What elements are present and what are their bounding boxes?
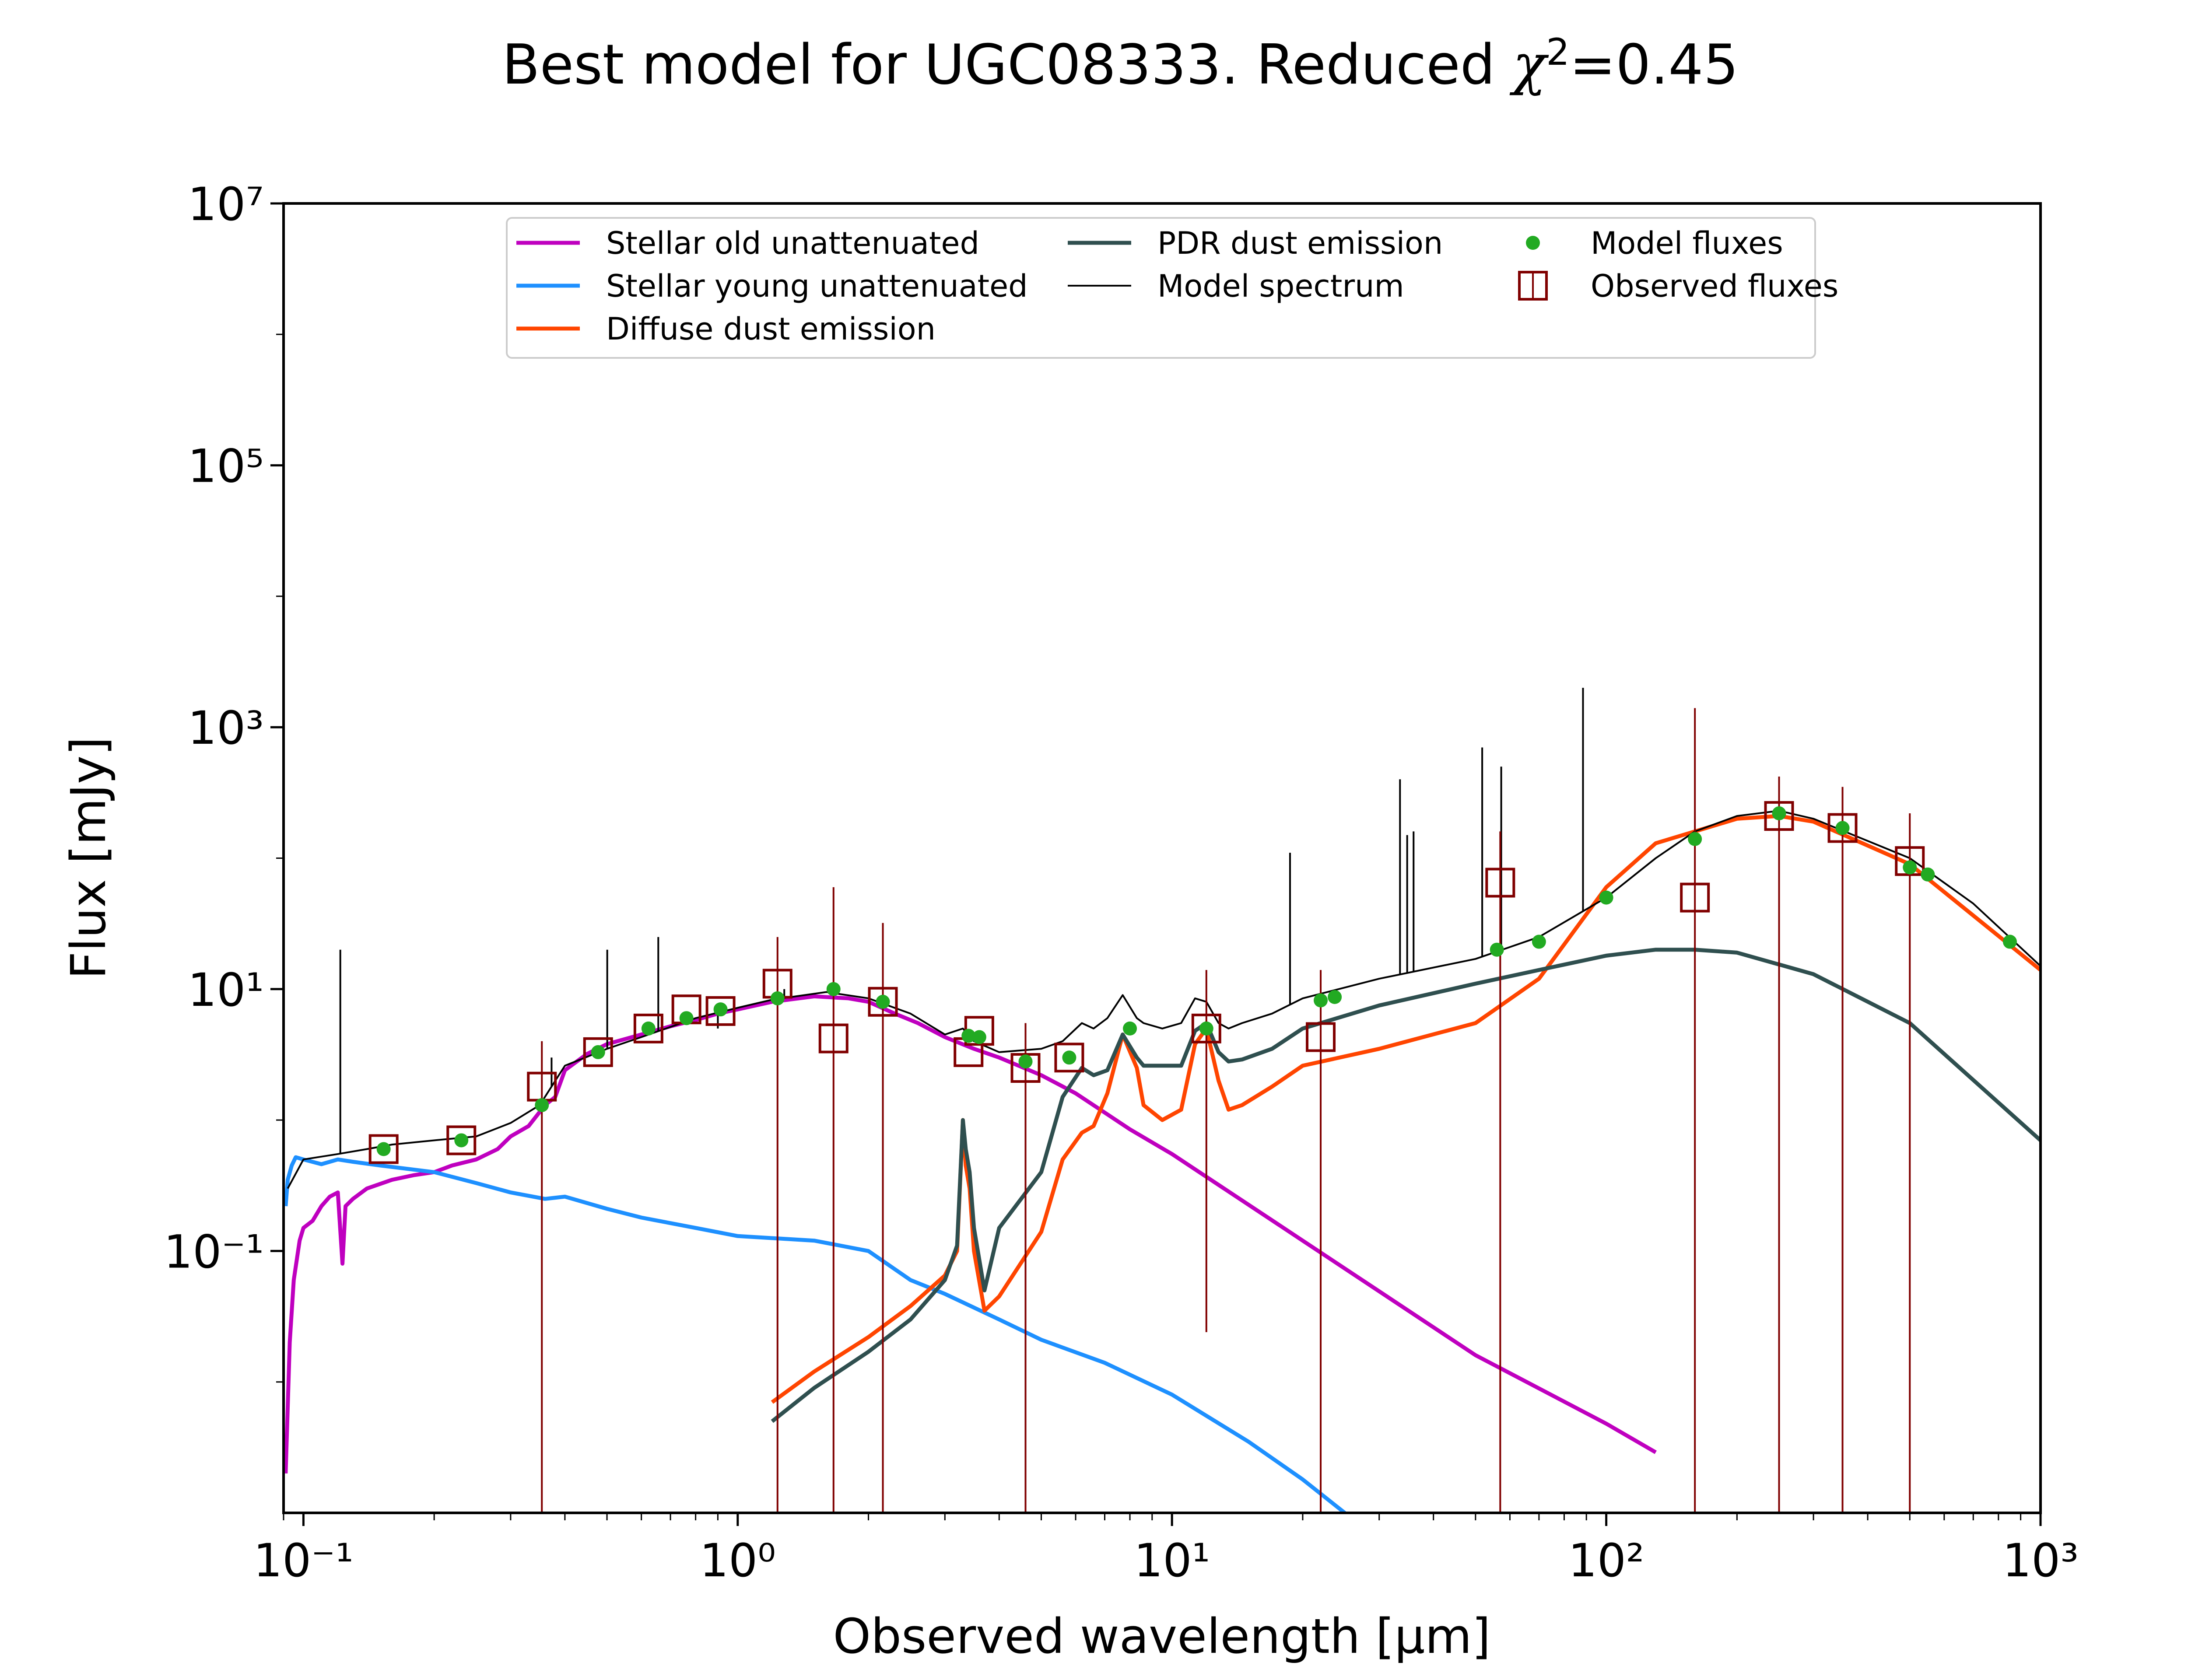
legend-label: PDR dust emission <box>1157 225 1443 261</box>
observed-flux-marker <box>1764 801 1794 831</box>
model-flux-point <box>1123 1021 1137 1036</box>
observed-flux-marker <box>705 996 736 1026</box>
x-tick-label: 10² <box>1568 1534 1645 1587</box>
model-flux-point <box>1903 860 1917 875</box>
model-flux-point <box>454 1133 469 1148</box>
y-tick-label: 10¹ <box>188 963 264 1017</box>
model-flux-point <box>1772 806 1786 821</box>
legend-entry-stellar-young-unattenuated: Stellar young unattenuated <box>516 268 1028 304</box>
model-flux-point <box>972 1030 986 1044</box>
model-flux-point <box>1599 890 1613 905</box>
legend-label: Stellar old unattenuated <box>606 225 979 261</box>
model-flux-point <box>1328 990 1342 1004</box>
legend: Stellar old unattenuated Stellar young un… <box>506 217 1838 359</box>
y-axis-label: Flux [mJy] <box>60 737 116 979</box>
model-flux-point <box>376 1142 391 1156</box>
x-tick-label: 10⁰ <box>700 1534 776 1587</box>
legend-label: Observed fluxes <box>1591 268 1838 304</box>
observed-flux-marker <box>368 1134 399 1164</box>
model-flux-point <box>641 1021 656 1036</box>
legend-swatch <box>1526 236 1540 250</box>
observed-flux-marker <box>1010 1053 1041 1083</box>
chi-exponent: 2 <box>1546 31 1570 74</box>
y-tick-label: 10⁷ <box>188 178 264 231</box>
observed-flux-marker <box>818 1023 849 1054</box>
observed-flux-marker <box>583 1037 613 1067</box>
x-axis-label: Observed wavelength [μm] <box>833 1608 1491 1664</box>
legend-label: Stellar young unattenuated <box>606 268 1028 304</box>
legend-label: Model spectrum <box>1157 268 1404 304</box>
y-tick-label: 10³ <box>188 701 264 755</box>
model-flux-point <box>1532 934 1546 949</box>
model-flux-point <box>1062 1050 1076 1065</box>
observed-flux-marker <box>1054 1043 1084 1073</box>
model-flux-point <box>1688 832 1702 846</box>
model-flux-point <box>713 1002 728 1017</box>
chart-title: Best model for UGC08333. Reduced χ2=0.45 <box>0 31 2188 97</box>
observed-flux-marker <box>446 1125 477 1155</box>
legend-entry-observed-fluxes: Observed fluxes <box>1518 268 1838 304</box>
legend-entry-model-fluxes: Model fluxes <box>1526 225 1783 261</box>
x-tick-label: 10⁻¹ <box>253 1534 354 1587</box>
model-flux-point <box>591 1045 605 1059</box>
chart-title-text: Best model for UGC08333. Reduced <box>502 32 1513 97</box>
axes: 10⁻¹ 10⁰ 10¹ 10² 10³ 10⁻¹ 10¹ 10³ 10⁵ 10⁷ <box>164 178 2079 1587</box>
model-flux-point <box>1921 867 1935 882</box>
series-line-stellar-old-unattenuated <box>284 994 1657 1474</box>
y-tick-label: 10⁻¹ <box>164 1225 264 1278</box>
legend-label: Model fluxes <box>1591 225 1783 261</box>
legend-entry-pdr-dust-emission: PDR dust emission <box>1068 225 1443 261</box>
observed-flux-marker <box>1895 846 1925 876</box>
model-flux-point <box>2002 934 2017 949</box>
model-flux-point <box>1314 993 1328 1008</box>
chart-title-value: =0.45 <box>1569 32 1739 97</box>
series-line-stellar-young-unattenuated <box>284 1155 1346 1513</box>
model-flux-point <box>876 994 890 1009</box>
observed-flux-marker <box>1485 868 1515 898</box>
observed-flux-marker <box>633 1013 663 1043</box>
observed-flux-marker <box>1306 1022 1336 1052</box>
observed-flux-marker <box>1191 1013 1221 1043</box>
model-flux-point <box>679 1011 694 1026</box>
x-tick-label: 10¹ <box>1134 1534 1210 1587</box>
model-flux-point <box>1199 1021 1213 1036</box>
observed-flux-marker <box>1680 882 1710 913</box>
model-flux-point <box>1835 821 1850 835</box>
x-tick-label: 10³ <box>2002 1534 2079 1587</box>
model-flux-point <box>961 1029 976 1043</box>
plot-frame <box>282 202 2042 1514</box>
model-flux-point <box>826 982 841 996</box>
series-line-pdr-dust-emission <box>771 948 2041 1423</box>
legend-box <box>506 217 1816 359</box>
y-tick-label: 10⁵ <box>188 440 264 493</box>
series-line-model-spectrum <box>287 810 2041 1189</box>
model-flux-point <box>1018 1054 1033 1069</box>
chi-symbol: χ <box>1512 32 1546 97</box>
series-layer <box>284 688 2041 1513</box>
model-flux-point <box>1490 942 1504 957</box>
markers <box>368 801 2017 1164</box>
legend-entry-model-spectrum: Model spectrum <box>1068 268 1404 304</box>
legend-entry-diffuse-dust-emission: Diffuse dust emission <box>516 311 936 347</box>
observed-flux-marker <box>1827 813 1858 843</box>
legend-label: Diffuse dust emission <box>606 311 936 347</box>
model-flux-point <box>535 1098 549 1112</box>
model-flux-point <box>770 991 785 1005</box>
observed-flux-marker <box>868 987 898 1017</box>
legend-entry-stellar-old-unattenuated: Stellar old unattenuated <box>516 225 979 261</box>
